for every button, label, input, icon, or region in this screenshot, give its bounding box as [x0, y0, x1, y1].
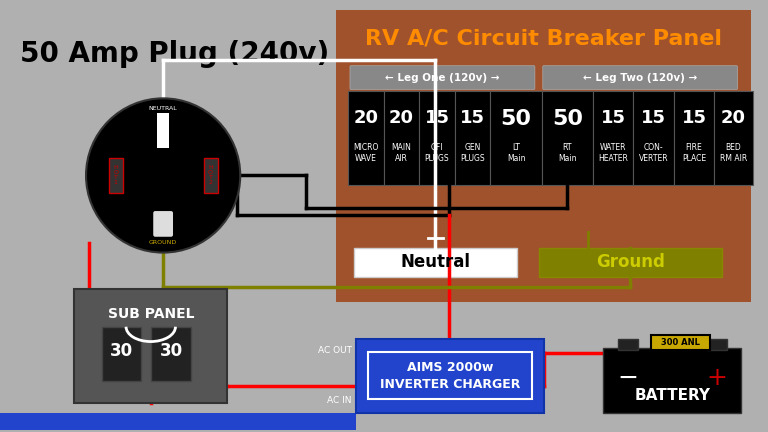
Bar: [109, 158, 123, 193]
Text: −: −: [617, 366, 638, 390]
Text: +: +: [707, 366, 727, 390]
Bar: [204, 158, 217, 193]
Bar: [419, 92, 455, 185]
Bar: [368, 353, 532, 399]
Text: NEUTRAL: NEUTRAL: [149, 106, 177, 111]
Text: SUB PANEL: SUB PANEL: [108, 307, 194, 321]
Bar: [713, 92, 753, 185]
Bar: [383, 92, 419, 185]
Text: MAIN
AIR: MAIN AIR: [392, 143, 412, 163]
Text: GEN
PLUGS: GEN PLUGS: [460, 143, 485, 163]
Text: 300 ANL: 300 ANL: [660, 338, 700, 347]
Text: H
O
T
1: H O T 1: [113, 165, 118, 185]
Text: Ground: Ground: [596, 254, 664, 271]
Text: 20: 20: [389, 109, 414, 127]
Bar: [455, 92, 491, 185]
Text: ← Leg Two (120v) →: ← Leg Two (120v) →: [583, 73, 697, 83]
Circle shape: [86, 98, 240, 253]
Text: CON-
VERTER: CON- VERTER: [639, 143, 668, 163]
Bar: [74, 289, 227, 403]
Bar: [650, 335, 710, 350]
Text: 15: 15: [601, 109, 625, 127]
Bar: [541, 92, 593, 185]
Bar: [593, 92, 633, 185]
Bar: [539, 248, 722, 277]
Text: Neutral: Neutral: [400, 254, 471, 271]
Text: 15: 15: [425, 109, 449, 127]
Text: 15: 15: [641, 109, 666, 127]
Text: MICRO
WAVE: MICRO WAVE: [353, 143, 379, 163]
Bar: [354, 248, 517, 277]
FancyBboxPatch shape: [154, 211, 173, 237]
Bar: [348, 92, 383, 185]
Bar: [0, 413, 356, 429]
Text: AIMS 2000w
INVERTER CHARGER: AIMS 2000w INVERTER CHARGER: [379, 361, 520, 391]
Text: AC IN: AC IN: [327, 397, 352, 405]
Bar: [603, 349, 741, 413]
FancyBboxPatch shape: [543, 66, 737, 89]
Text: 50: 50: [552, 109, 583, 129]
Bar: [336, 10, 751, 302]
Bar: [157, 113, 169, 148]
Text: ← Leg One (120v) →: ← Leg One (120v) →: [386, 73, 500, 83]
Text: 20: 20: [353, 109, 379, 127]
Text: 50 Amp Plug (240v): 50 Amp Plug (240v): [20, 40, 329, 68]
Bar: [102, 327, 141, 381]
Text: WATER
HEATER: WATER HEATER: [598, 143, 628, 163]
FancyBboxPatch shape: [350, 66, 535, 89]
Text: BATTERY: BATTERY: [634, 388, 710, 403]
Bar: [151, 327, 190, 381]
Text: GROUND: GROUND: [149, 240, 177, 245]
Text: FIRE
PLACE: FIRE PLACE: [682, 143, 706, 163]
Text: GFI
PLUGS: GFI PLUGS: [425, 143, 449, 163]
Text: 20: 20: [721, 109, 746, 127]
Text: 30: 30: [110, 343, 133, 360]
Text: BED
RM AIR: BED RM AIR: [720, 143, 747, 163]
Text: 30: 30: [160, 343, 183, 360]
Text: 15: 15: [460, 109, 485, 127]
Text: AC OUT: AC OUT: [318, 346, 352, 355]
Text: RV A/C Circuit Breaker Panel: RV A/C Circuit Breaker Panel: [366, 28, 722, 48]
Text: 50: 50: [501, 109, 531, 129]
Bar: [674, 92, 713, 185]
Text: RT
Main: RT Main: [558, 143, 577, 163]
Bar: [707, 339, 727, 350]
Text: LT
Main: LT Main: [507, 143, 525, 163]
Text: H
O
T
2: H O T 2: [208, 165, 213, 185]
Bar: [356, 339, 544, 413]
Bar: [618, 339, 637, 350]
Text: 15: 15: [681, 109, 707, 127]
Bar: [491, 92, 541, 185]
Bar: [633, 92, 674, 185]
